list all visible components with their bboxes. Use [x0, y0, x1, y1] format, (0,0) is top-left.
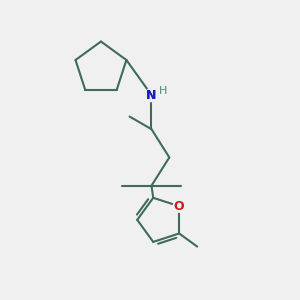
Text: O: O: [174, 200, 184, 213]
Circle shape: [145, 88, 158, 102]
Text: H: H: [159, 86, 167, 96]
Text: N: N: [146, 88, 157, 101]
Circle shape: [173, 200, 185, 212]
Text: N: N: [146, 88, 157, 101]
